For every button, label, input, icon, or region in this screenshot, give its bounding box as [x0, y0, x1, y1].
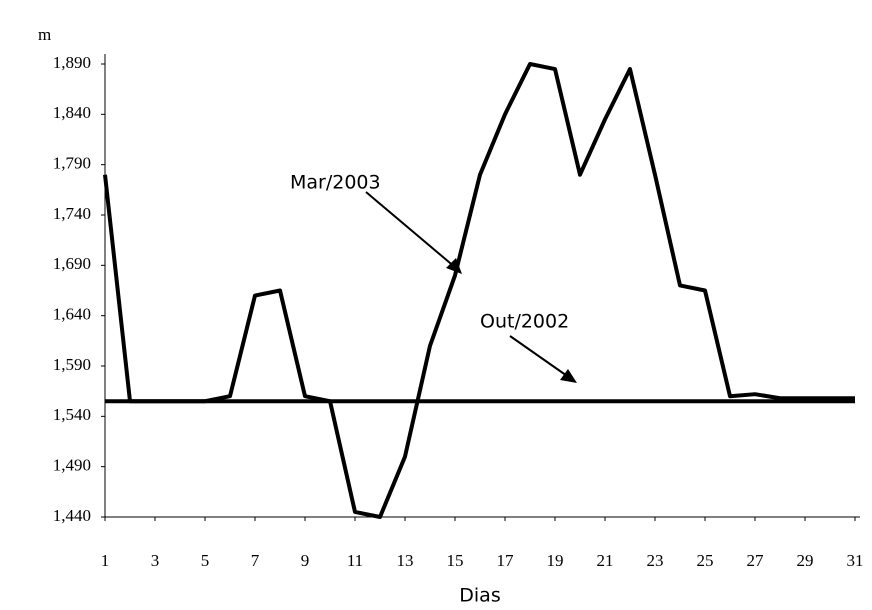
arrowhead — [560, 369, 577, 383]
y-tick-label: 1,540 — [53, 405, 91, 424]
y-tick-label: 1,790 — [53, 154, 91, 173]
x-tick-label: 1 — [101, 551, 110, 570]
series-annotation: Mar/2003 — [290, 172, 381, 194]
x-tick-label: 17 — [497, 551, 515, 570]
x-tick-label: 13 — [397, 551, 414, 570]
series-annotation: Out/2002 — [480, 311, 569, 333]
x-tick-label: 27 — [747, 551, 765, 570]
y-unit: m — [38, 25, 51, 44]
y-tick-label: 1,740 — [53, 204, 91, 223]
x-tick-label: 25 — [697, 551, 714, 570]
x-tick-label: 29 — [797, 551, 814, 570]
y-tick-label: 1,840 — [53, 103, 91, 122]
y-tick-label: 1,490 — [53, 456, 91, 475]
x-tick-label: 3 — [151, 551, 160, 570]
x-tick-label: 21 — [597, 551, 614, 570]
x-tick-label: 15 — [447, 551, 464, 570]
x-tick-label: 9 — [301, 551, 310, 570]
x-tick-label: 11 — [347, 551, 363, 570]
x-tick-label: 31 — [847, 551, 864, 570]
x-tick-label: 19 — [547, 551, 564, 570]
y-tick-label: 1,690 — [53, 254, 91, 273]
x-tick-label: 23 — [647, 551, 664, 570]
x-tick-label: 7 — [251, 551, 260, 570]
x-tick-label: 5 — [201, 551, 210, 570]
y-tick-label: 1,640 — [53, 305, 91, 324]
y-tick-label: 1,440 — [53, 506, 91, 525]
series-line — [103, 62, 855, 519]
y-tick-label: 1,590 — [53, 355, 91, 374]
arrow — [509, 335, 571, 379]
arrow — [365, 191, 457, 269]
x-axis-label: Dias — [459, 585, 500, 607]
y-tick-label: 1,890 — [53, 53, 91, 72]
